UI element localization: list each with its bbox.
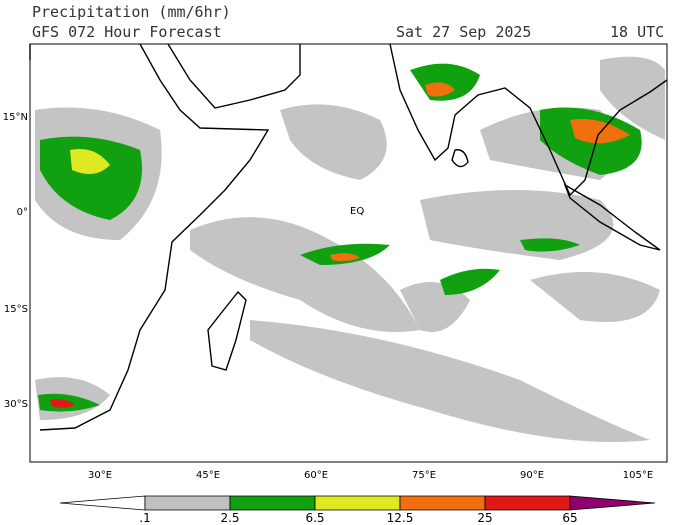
- coastlines: [29, 43, 668, 431]
- colorbar-segment: [59, 495, 146, 511]
- colorbar-segment: [314, 495, 401, 511]
- lon-label: 30°E: [88, 470, 112, 481]
- lon-label: 75°E: [412, 470, 436, 481]
- colorbar-segment: [399, 495, 486, 511]
- lon-label: 90°E: [520, 470, 544, 481]
- precip-heavy: [38, 63, 642, 412]
- date: Sat 27 Sep 2025: [396, 23, 531, 41]
- equator-label: EQ: [350, 206, 364, 217]
- title: Precipitation (mm/6hr): [32, 3, 231, 21]
- lon-label: 45°E: [196, 470, 220, 481]
- colorbar-segment: [569, 495, 656, 511]
- lat-label: 0°: [17, 207, 28, 218]
- lat-label: 15°S: [4, 304, 28, 315]
- colorbar-label: 25: [477, 511, 492, 525]
- colorbar-segment: [484, 495, 571, 511]
- lat-label: 30°S: [4, 399, 28, 410]
- map: EQ: [29, 43, 668, 463]
- lon-label: 105°E: [623, 470, 653, 481]
- colorbar: .1 2.5 6.5 12.5 25 65: [59, 495, 656, 525]
- colorbar-segment: [144, 495, 231, 511]
- time: 18 UTC: [610, 23, 664, 41]
- colorbar-label: 2.5: [220, 511, 239, 525]
- colorbar-label: 6.5: [305, 511, 324, 525]
- lon-labels: 30°E 45°E 60°E 75°E 90°E 105°E: [88, 470, 653, 481]
- lat-labels: 15°N 0° 15°S 30°S: [3, 112, 28, 410]
- colorbar-label: 65: [562, 511, 577, 525]
- colorbar-label: 12.5: [387, 511, 414, 525]
- lon-label: 60°E: [304, 470, 328, 481]
- subtitle: GFS 072 Hour Forecast: [32, 23, 222, 41]
- lat-label: 15°N: [3, 112, 28, 123]
- colorbar-segment: [229, 495, 316, 511]
- colorbar-label: .1: [139, 511, 150, 525]
